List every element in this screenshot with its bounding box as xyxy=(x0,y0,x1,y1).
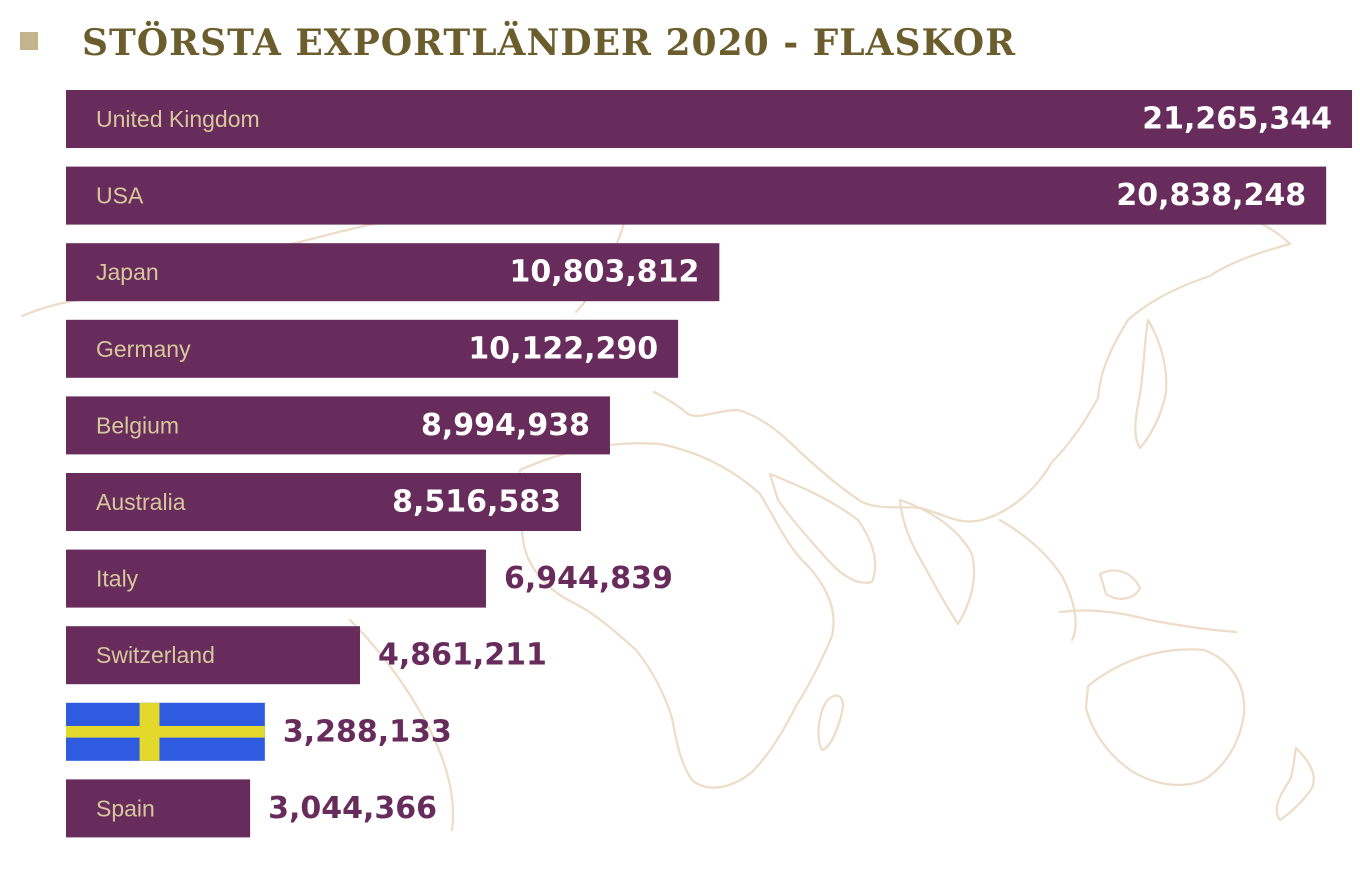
category-label: Spain xyxy=(96,795,155,821)
category-label: Italy xyxy=(96,566,139,592)
bar-belgium xyxy=(66,396,610,455)
category-label: Japan xyxy=(96,259,159,285)
value-label: 3,044,366 xyxy=(268,791,437,826)
value-label: 21,265,344 xyxy=(1142,102,1332,137)
value-label: 8,516,583 xyxy=(392,485,561,520)
category-label: United Kingdom xyxy=(96,106,260,132)
bar-united-kingdom xyxy=(66,90,1352,148)
bar-group-belgium: Belgium 8,994,938 xyxy=(66,396,610,455)
category-label: Germany xyxy=(96,336,191,362)
value-label: 10,803,812 xyxy=(510,255,700,290)
bar-group-switzerland: Switzerland 4,861,211 xyxy=(66,626,547,685)
bar-group-sweden: 3,288,133 xyxy=(66,702,452,761)
bar-group-italy: Italy 6,944,839 xyxy=(66,549,673,608)
bar-group-japan: Japan 10,803,812 xyxy=(66,243,720,302)
bar-australia xyxy=(66,473,582,531)
bar-usa xyxy=(66,166,1327,225)
bar-group-usa: USA 20,838,248 xyxy=(66,166,1327,225)
sweden-flag-icon xyxy=(66,702,265,761)
title-square-icon xyxy=(20,32,38,50)
category-label: Australia xyxy=(96,489,186,515)
bar-germany xyxy=(66,319,679,378)
value-label: 10,122,290 xyxy=(468,331,658,366)
category-label: Switzerland xyxy=(96,642,215,668)
bar-group-spain: Spain 3,044,366 xyxy=(66,779,437,838)
value-label: 3,288,133 xyxy=(283,714,452,749)
bar-italy xyxy=(66,549,486,608)
value-label: 4,861,211 xyxy=(378,638,547,673)
category-label: USA xyxy=(96,183,144,209)
page-title: STÖRSTA EXPORTLÄNDER 2020 - FLASKOR xyxy=(82,22,1017,64)
flag-cross-horizontal xyxy=(66,726,265,738)
bar-spain xyxy=(66,779,251,838)
bar-group-germany: Germany 10,122,290 xyxy=(66,319,679,378)
bar-group-australia: Australia 8,516,583 xyxy=(66,473,582,531)
bar-switzerland xyxy=(66,626,360,685)
value-label: 20,838,248 xyxy=(1116,178,1306,213)
value-label: 6,944,839 xyxy=(504,561,673,596)
bar-group-united-kingdom: United Kingdom 21,265,344 xyxy=(66,90,1352,148)
category-label: Belgium xyxy=(96,412,179,438)
bar-japan xyxy=(66,243,720,302)
value-label: 8,994,938 xyxy=(421,408,590,443)
